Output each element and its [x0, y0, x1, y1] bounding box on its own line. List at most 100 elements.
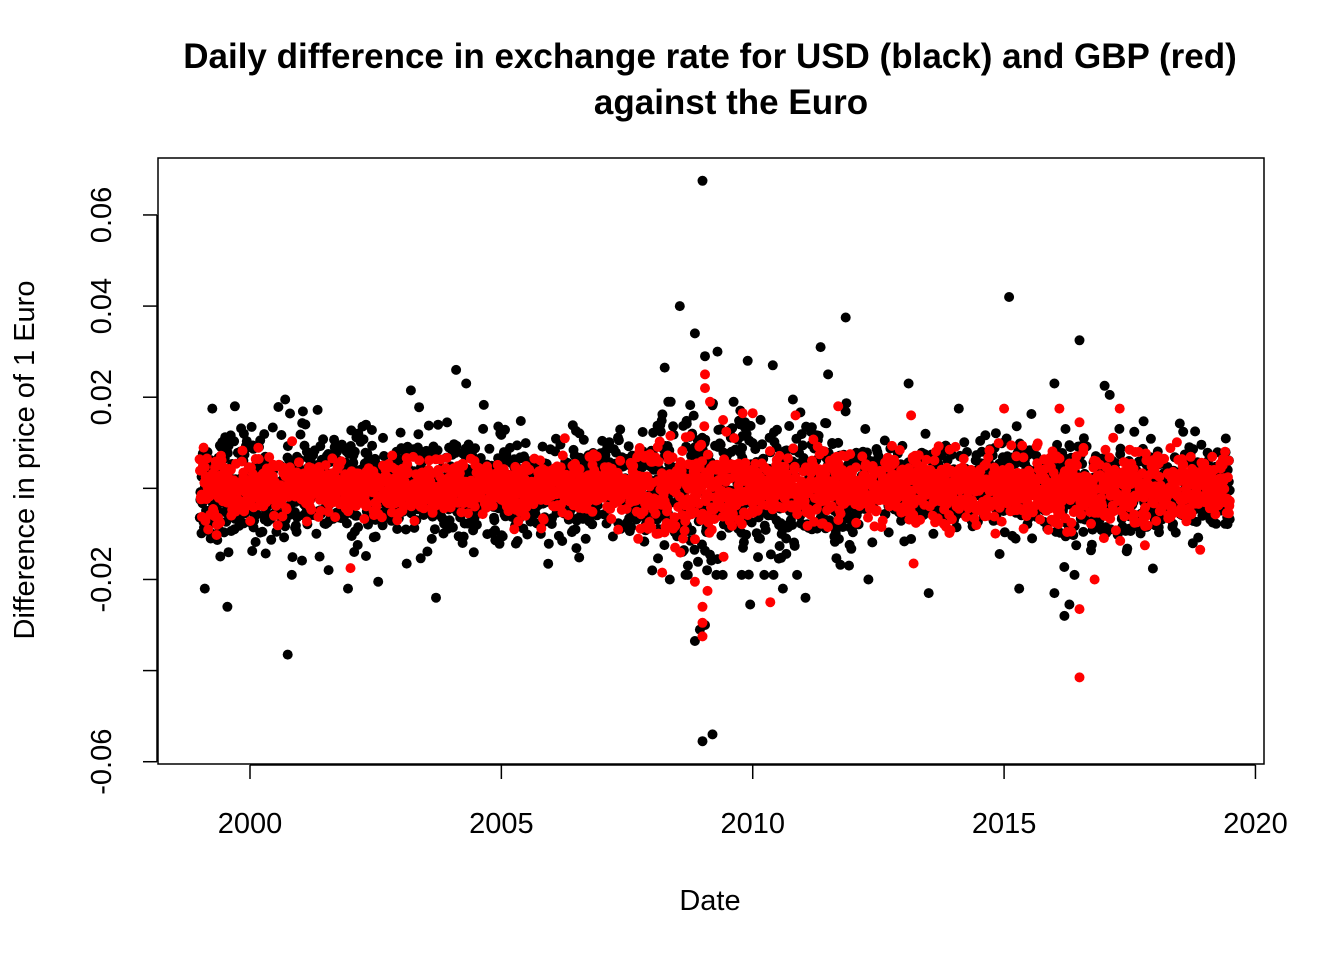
data-point	[933, 441, 944, 452]
data-point	[847, 527, 858, 538]
data-point	[497, 531, 508, 542]
data-point	[247, 546, 258, 556]
outlier-point	[767, 360, 778, 371]
outlier-point	[373, 576, 384, 587]
data-point	[574, 552, 585, 563]
data-point	[1145, 433, 1156, 444]
data-point	[783, 453, 793, 464]
data-point	[297, 555, 307, 566]
data-point	[1186, 508, 1197, 519]
data-point	[1066, 517, 1077, 528]
data-point	[976, 446, 987, 457]
data-point	[535, 455, 546, 466]
outlier-point	[923, 588, 934, 599]
data-point	[682, 569, 693, 580]
data-point	[685, 400, 696, 411]
data-point	[315, 506, 326, 516]
data-point	[1185, 451, 1196, 462]
outlier-point	[800, 592, 811, 603]
data-point	[281, 504, 292, 515]
outlier-point	[1049, 588, 1060, 599]
data-point	[323, 565, 334, 576]
data-point	[1066, 526, 1077, 537]
data-point	[426, 533, 437, 544]
data-point	[377, 520, 388, 531]
data-point	[746, 517, 757, 528]
data-point	[792, 509, 803, 520]
outlier-point	[207, 403, 218, 414]
data-point	[690, 507, 701, 518]
data-point	[401, 558, 412, 569]
outlier-point	[742, 355, 753, 366]
data-point	[765, 549, 776, 560]
data-point	[863, 512, 873, 523]
data-point	[429, 524, 440, 535]
outlier-point	[700, 351, 710, 362]
data-point	[1174, 418, 1185, 429]
data-point	[727, 508, 738, 519]
data-point	[845, 449, 856, 460]
data-point	[555, 462, 566, 473]
data-point	[718, 415, 729, 425]
data-point	[259, 429, 270, 440]
outlier-point	[461, 378, 472, 389]
outlier-point	[863, 574, 874, 585]
data-point	[879, 435, 890, 446]
data-point	[204, 491, 215, 502]
data-point	[520, 510, 531, 521]
data-point	[291, 526, 302, 537]
data-point	[349, 446, 360, 457]
data-point	[1006, 440, 1017, 451]
data-point	[557, 536, 568, 546]
data-point	[681, 418, 692, 429]
data-point	[1165, 443, 1176, 454]
data-point	[543, 538, 554, 549]
data-point	[306, 504, 317, 515]
data-point	[743, 569, 754, 580]
outlier-point	[674, 301, 685, 312]
data-point	[637, 427, 648, 437]
outlier-point	[1074, 335, 1085, 346]
data-point	[266, 534, 277, 545]
data-point	[697, 456, 708, 467]
data-point	[538, 514, 549, 525]
data-point	[1060, 424, 1071, 434]
data-point	[543, 558, 554, 569]
data-point	[728, 396, 739, 407]
data-point	[273, 402, 284, 412]
data-point	[729, 433, 740, 444]
data-point	[716, 530, 727, 541]
data-point	[821, 418, 832, 429]
data-point	[359, 513, 370, 524]
outlier-point	[712, 346, 723, 357]
data-point	[787, 520, 798, 530]
data-point	[1128, 463, 1139, 474]
data-point	[846, 543, 857, 554]
data-point	[1098, 533, 1109, 544]
data-point	[1086, 539, 1097, 550]
data-point	[295, 429, 306, 440]
data-point	[745, 420, 756, 431]
data-point	[993, 438, 1004, 449]
data-point	[297, 406, 308, 417]
data-point	[709, 514, 720, 524]
data-point	[1178, 426, 1189, 437]
data-point	[753, 552, 763, 563]
data-point	[996, 516, 1007, 527]
data-point	[1129, 509, 1140, 520]
data-point	[358, 434, 369, 445]
data-point	[1141, 510, 1152, 521]
data-point	[665, 430, 676, 441]
data-point	[468, 547, 479, 558]
data-point	[351, 510, 362, 521]
data-point	[312, 404, 323, 415]
data-point	[1193, 532, 1204, 543]
data-point	[267, 422, 278, 433]
data-point	[908, 509, 919, 520]
data-point	[994, 549, 1005, 559]
data-point	[688, 410, 699, 421]
data-point	[699, 421, 710, 432]
data-point	[990, 428, 1001, 439]
data-point	[883, 527, 894, 538]
data-point	[403, 467, 414, 478]
